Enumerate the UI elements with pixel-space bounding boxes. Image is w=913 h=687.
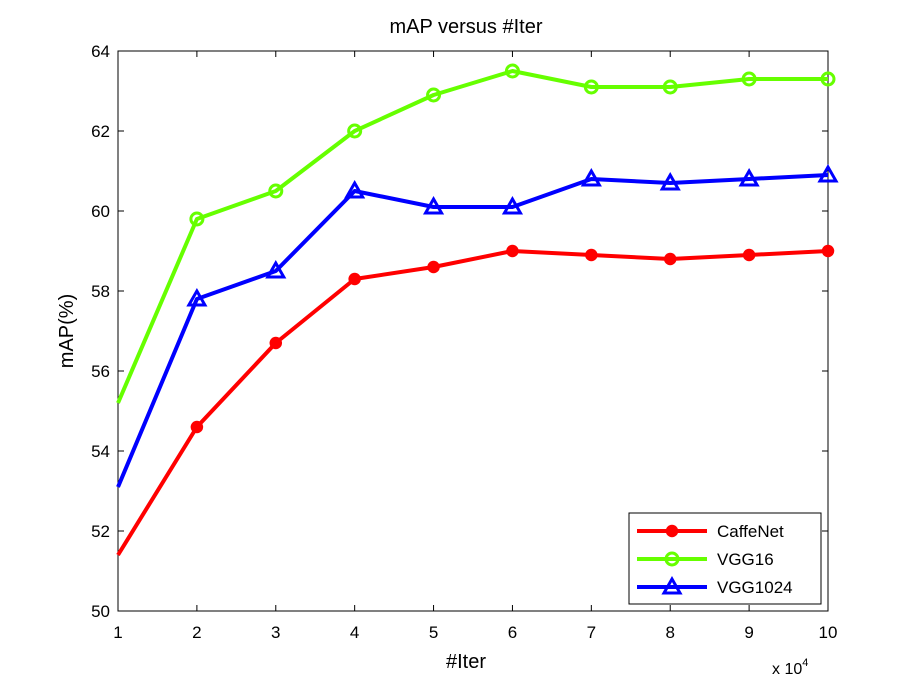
- data-point: [426, 87, 442, 103]
- chart-title: mAP versus #Iter: [389, 16, 542, 38]
- data-point: [817, 163, 839, 183]
- data-point: [501, 195, 524, 215]
- y-tick-label: 58: [91, 282, 110, 301]
- data-point: [265, 259, 287, 279]
- series-layer: [116, 63, 839, 557]
- data-point: [741, 71, 757, 87]
- x-tick-label: 4: [350, 623, 359, 642]
- x-tick-label: 8: [665, 623, 674, 642]
- data-point: [580, 167, 602, 187]
- y-tick-label: 64: [91, 42, 110, 61]
- series-line: [116, 173, 829, 488]
- data-point: [662, 79, 678, 95]
- x-tick-label: 1: [113, 623, 122, 642]
- data-point: [189, 211, 205, 227]
- legend-swatch-marker: [664, 551, 680, 567]
- data-point: [269, 336, 283, 350]
- data-point: [268, 183, 284, 199]
- x-tick-label: 2: [192, 623, 201, 642]
- y-tick-label: 60: [91, 202, 110, 221]
- series-vgg1024: [116, 163, 839, 488]
- data-point: [344, 179, 366, 199]
- x-tick-label: 6: [508, 623, 517, 642]
- x-multiplier-label: x 104: [772, 657, 808, 678]
- data-point: [742, 248, 756, 262]
- data-point: [506, 244, 519, 258]
- legend-item: VGG16: [637, 550, 774, 569]
- data-point: [821, 244, 835, 258]
- y-axis-label: mAP(%): [56, 294, 78, 368]
- y-tick-label: 56: [91, 362, 110, 381]
- series-caffenet: [116, 244, 835, 557]
- data-point: [820, 71, 836, 87]
- data-point: [427, 260, 440, 274]
- data-point: [347, 123, 363, 139]
- x-tick-label: 7: [587, 623, 596, 642]
- x-multiplier-base: x 10: [772, 661, 802, 678]
- x-tick-label: 10: [819, 623, 838, 642]
- legend-swatch-marker: [665, 524, 679, 538]
- series-line: [116, 69, 828, 404]
- data-point: [190, 420, 204, 434]
- legend-item: VGG1024: [637, 575, 793, 597]
- y-tick-label: 54: [91, 442, 110, 461]
- x-tick-label: 5: [429, 623, 438, 642]
- data-point: [659, 171, 681, 191]
- y-tick-label: 52: [91, 522, 110, 541]
- data-point: [583, 79, 599, 95]
- data-point: [186, 287, 208, 307]
- legend-swatch-marker: [661, 575, 683, 595]
- legend-label: VGG1024: [717, 578, 793, 597]
- legend: CaffeNet VGG16 VGG1024: [628, 512, 822, 605]
- data-point: [422, 195, 445, 215]
- data-point: [663, 252, 677, 266]
- y-tick-label: 50: [91, 602, 110, 621]
- data-point: [348, 272, 361, 286]
- x-multiplier-exponent: 4: [802, 657, 808, 669]
- x-tick-label: 3: [271, 623, 280, 642]
- legend-item: CaffeNet: [637, 522, 784, 541]
- legend-label: CaffeNet: [717, 522, 784, 541]
- series-line: [116, 249, 829, 557]
- x-axis-label: #Iter: [446, 651, 486, 673]
- x-tick-label: 9: [744, 623, 753, 642]
- y-tick-label: 62: [91, 122, 110, 141]
- data-point: [504, 63, 520, 79]
- series-vgg16: [116, 63, 836, 404]
- data-point: [585, 248, 598, 262]
- legend-label: VGG16: [717, 550, 774, 569]
- data-point: [738, 167, 760, 187]
